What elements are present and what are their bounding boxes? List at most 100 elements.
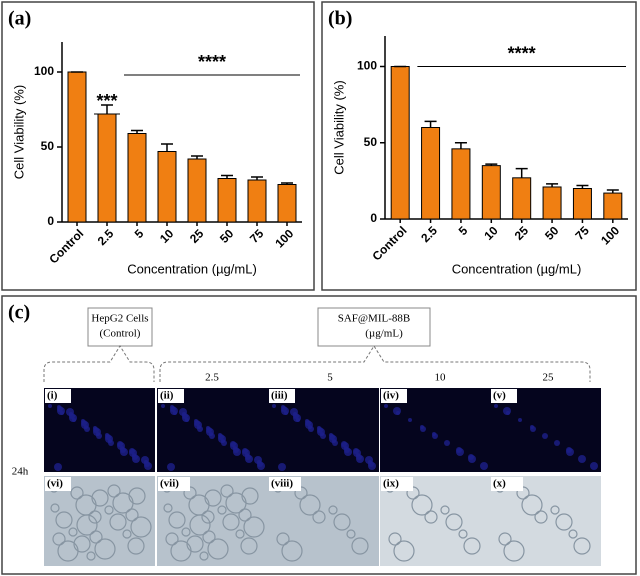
nucleus [272,404,276,408]
x-tick-label: 10 [157,226,177,246]
brace [43,345,155,382]
panel-label: (b) [328,8,352,30]
significance-label: **** [198,52,226,72]
nucleus [179,408,187,416]
cell [424,510,438,524]
panel-tag-box [45,477,71,491]
nucleus [170,405,174,409]
nucleus [57,405,61,409]
cell [73,535,91,553]
cell [107,484,121,498]
bar [157,151,177,223]
cell [128,487,146,505]
bar [542,186,562,220]
cell [127,537,145,555]
cell [202,530,216,544]
cell [217,505,227,515]
x-tick-label: Control [369,223,409,263]
error-bar [454,142,467,149]
x-tick-label: 75 [572,223,592,243]
panel-tag-box [158,389,184,403]
error-bar [424,120,437,128]
cell [125,508,139,522]
nucleus [167,463,175,471]
cell [89,530,103,544]
error-bar [161,143,173,152]
cell [207,538,229,560]
panel-tag: (viii) [271,478,293,490]
nucleus [117,441,123,447]
nucleus [206,426,210,430]
cell [240,537,258,555]
bar [451,148,471,220]
cell [351,537,369,555]
nucleus [456,447,462,453]
x-tick-label: 25 [512,223,532,243]
x-axis-label: Concentration (µg/mL) [452,261,582,276]
x-tick-label: Control [46,226,86,266]
cell [328,505,338,515]
panel-tag-box [381,477,413,491]
cell [55,511,73,529]
box-text: (Control) [100,328,141,340]
significance-label: *** [96,91,117,111]
cell [463,537,481,555]
cell [503,540,525,562]
nucleus [81,419,85,423]
bar [603,192,623,220]
nucleus [353,448,359,454]
y-tick-label: 0 [47,214,54,228]
bar [217,178,237,223]
cell [104,505,114,515]
nucleus [129,448,135,454]
x-tick-label: 50 [217,226,237,246]
nucleus [66,408,74,416]
x-tick-label: 5 [456,223,471,238]
cell [186,535,204,553]
cell [70,486,84,500]
panel-c: (c) HepG2 Cells (Control) SAF@MIL-88B (µ… [8,302,591,478]
cell [238,508,252,522]
nucleus [530,425,534,429]
nucleus [254,456,262,464]
nucleus [480,462,488,470]
cell [555,513,573,531]
panel-tag: (iv) [383,390,399,402]
cell [388,532,402,546]
nucleus [420,425,424,429]
error-bar [515,167,528,178]
x-tick-label: 25 [187,226,207,246]
panel-tag-box [381,389,407,403]
nucleus [317,426,321,430]
cell [204,489,222,507]
x-tick-label: 10 [481,223,501,243]
cell [165,532,179,546]
panel-label: (a) [8,8,31,30]
panel-tag-box [269,477,301,491]
cell [521,494,543,516]
cell [88,510,102,524]
nucleus [554,440,560,446]
nucleus [341,441,347,447]
cell [163,503,173,513]
cell [534,510,548,524]
panel-tag: (iii) [271,390,288,402]
nucleus [141,456,149,464]
cell [393,540,415,562]
cell [220,484,234,498]
panel-label: (c) [8,302,30,324]
error-bar [546,183,559,187]
cell [68,527,78,537]
concentration-label: 10 [435,372,447,384]
y-axis-label: Cell Viability (%) [331,80,346,174]
panel-tag-box [45,389,71,403]
cell [281,540,303,562]
nucleus [578,455,586,463]
nucleus [590,462,598,470]
box-text: HepG2 Cells [91,313,148,325]
cell [411,494,433,516]
x-tick-label: 100 [598,223,622,247]
box-text: (µg/mL) [365,328,403,340]
panel-tag: (i) [47,390,58,402]
error-bar [221,174,233,179]
